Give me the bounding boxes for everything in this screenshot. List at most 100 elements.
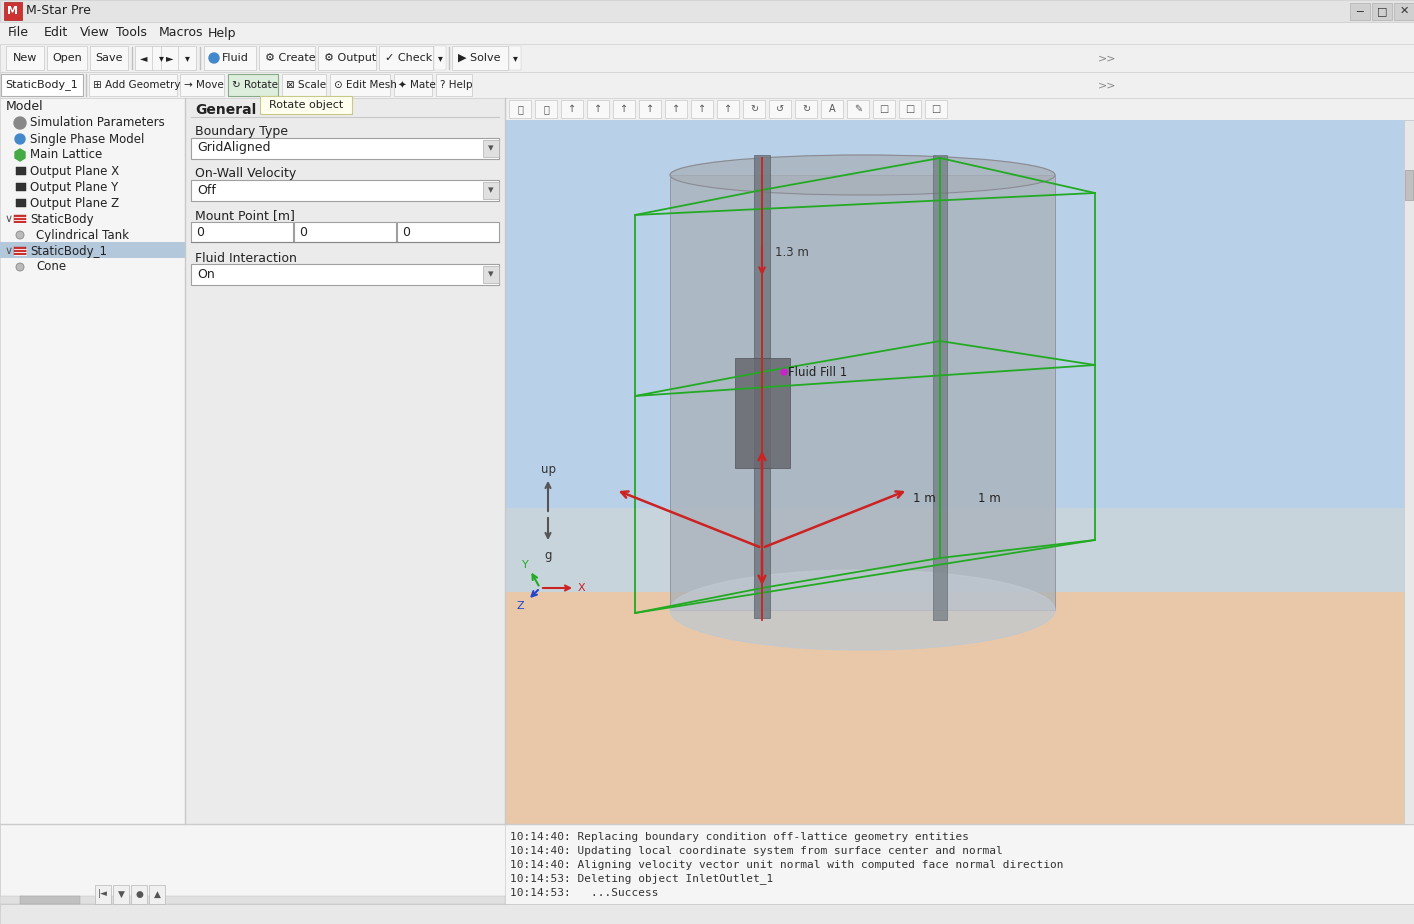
Bar (561, 100, 583, 118)
Text: On: On (197, 268, 215, 281)
Bar (1372, 3, 1391, 20)
Bar (822, 100, 843, 118)
Text: >>: >> (1099, 53, 1117, 63)
Text: ▶ Solve: ▶ Solve (458, 53, 501, 63)
Bar (484, 266, 499, 283)
Text: Boundary Type: Boundary Type (195, 126, 288, 139)
Text: Z: Z (516, 601, 523, 611)
Bar (1404, 120, 1414, 824)
Bar (614, 100, 635, 118)
Text: ▼: ▼ (117, 890, 124, 898)
Text: ⚙ Output: ⚙ Output (324, 53, 376, 63)
Text: ↻: ↻ (749, 104, 758, 114)
Bar (484, 140, 499, 157)
Bar (1406, 170, 1413, 200)
Bar (318, 46, 376, 70)
Text: ▾: ▾ (488, 143, 493, 153)
Text: □: □ (1377, 6, 1387, 16)
Bar (6, 46, 44, 70)
Text: StaticBody: StaticBody (30, 213, 93, 225)
Bar (754, 155, 771, 618)
Text: ⊙ Edit Mesh: ⊙ Edit Mesh (334, 80, 397, 90)
Bar (228, 74, 279, 96)
Circle shape (14, 117, 25, 129)
Text: ↑: ↑ (699, 104, 706, 114)
Text: 1.3 m: 1.3 m (775, 246, 809, 259)
Text: ↑: ↑ (594, 104, 602, 114)
Bar (180, 74, 223, 96)
Text: Save: Save (95, 53, 123, 63)
Bar (47, 46, 88, 70)
Bar (665, 100, 687, 118)
Text: ✎: ✎ (854, 104, 863, 114)
Bar (670, 175, 1055, 610)
Bar (0, 896, 505, 904)
Text: Y: Y (522, 560, 529, 570)
Text: Edit: Edit (44, 27, 68, 40)
Bar (639, 100, 660, 118)
Text: ─: ─ (1356, 6, 1363, 16)
Text: ⊞ Add Geometry: ⊞ Add Geometry (93, 80, 181, 90)
Bar (395, 74, 433, 96)
Bar (0, 242, 185, 258)
Text: ▾: ▾ (488, 269, 493, 279)
Circle shape (16, 263, 24, 271)
Text: Open: Open (52, 53, 82, 63)
Text: ↑: ↑ (568, 104, 575, 114)
Text: ▲: ▲ (154, 890, 160, 898)
Text: → Move: → Move (184, 80, 223, 90)
Text: ↻ Rotate: ↻ Rotate (232, 80, 279, 90)
Text: X: X (577, 583, 585, 593)
Bar (0, 72, 1414, 98)
Bar (505, 508, 1414, 592)
Text: ▾: ▾ (437, 53, 443, 63)
Text: ►: ► (167, 53, 174, 63)
Bar (436, 74, 472, 96)
Text: Macros: Macros (158, 27, 204, 40)
Bar (1394, 3, 1414, 20)
Bar (329, 74, 390, 96)
Bar (148, 885, 165, 904)
Text: View: View (81, 27, 110, 40)
Text: 10:14:53:   ...Success: 10:14:53: ...Success (510, 888, 659, 898)
Text: ∨: ∨ (6, 214, 13, 224)
Text: up: up (540, 464, 556, 477)
Circle shape (16, 231, 24, 239)
Circle shape (209, 53, 219, 63)
Bar (113, 885, 129, 904)
Bar (769, 100, 790, 118)
Text: ✦ Mate: ✦ Mate (397, 80, 436, 90)
Text: 1 m: 1 m (913, 492, 936, 505)
Bar (14, 247, 25, 255)
Text: ⚙ Create: ⚙ Create (264, 53, 315, 63)
Text: Help: Help (208, 27, 236, 40)
Bar (89, 74, 177, 96)
Text: ⤡: ⤡ (518, 104, 523, 114)
Text: ↑: ↑ (724, 104, 732, 114)
Bar (505, 98, 1414, 120)
Text: □: □ (932, 104, 940, 114)
Bar (259, 46, 315, 70)
Bar (0, 0, 1414, 22)
Text: Off: Off (197, 184, 216, 197)
Text: Simulation Parameters: Simulation Parameters (30, 116, 165, 129)
Text: g: g (544, 549, 551, 562)
Bar (281, 74, 327, 96)
Bar (191, 222, 293, 242)
Text: 10:14:40: Replacing boundary condition off-lattice geometry entities: 10:14:40: Replacing boundary condition o… (510, 832, 969, 842)
Text: ✕: ✕ (1400, 6, 1408, 16)
Text: Tools: Tools (116, 27, 147, 40)
Text: ? Help: ? Help (440, 80, 472, 90)
Bar (933, 155, 947, 620)
Text: Single Phase Model: Single Phase Model (30, 132, 144, 145)
Text: ∨: ∨ (6, 246, 13, 256)
Text: ▾: ▾ (158, 53, 164, 63)
Text: Cone: Cone (35, 261, 66, 274)
Text: ↻: ↻ (802, 104, 810, 114)
Bar (191, 138, 499, 159)
Text: 10:14:40: Updating local coordinate system from surface center and normal: 10:14:40: Updating local coordinate syst… (510, 846, 1003, 856)
Text: General: General (195, 103, 256, 117)
Polygon shape (16, 149, 25, 161)
Bar (484, 182, 499, 199)
Text: ↑: ↑ (619, 104, 628, 114)
